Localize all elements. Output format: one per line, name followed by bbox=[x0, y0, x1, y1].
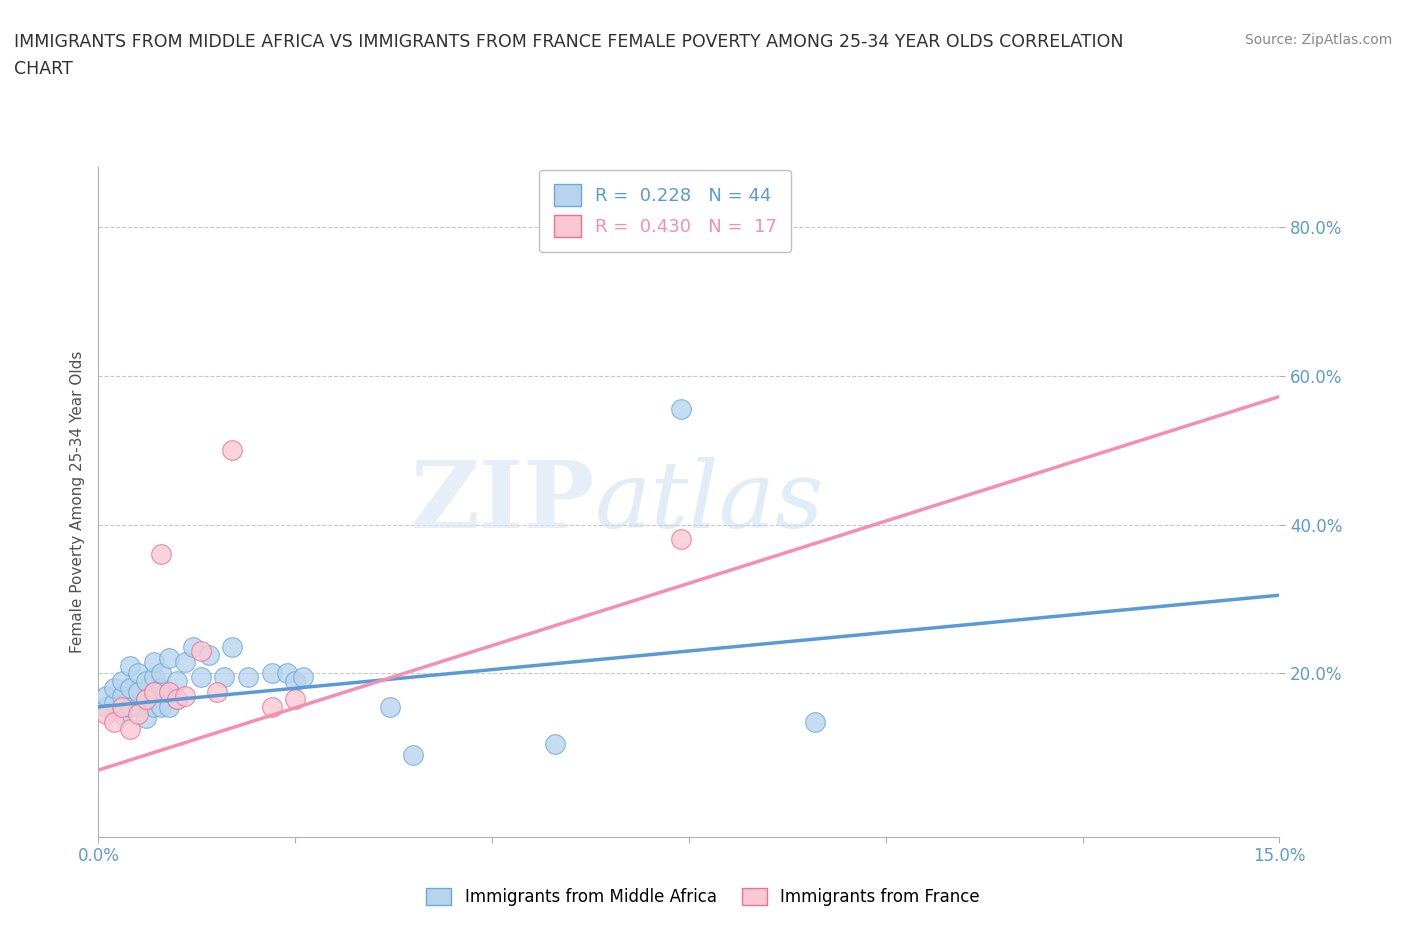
Point bbox=[205, 684, 228, 699]
Point bbox=[103, 696, 125, 711]
Point bbox=[142, 670, 165, 684]
Text: IMMIGRANTS FROM MIDDLE AFRICA VS IMMIGRANTS FROM FRANCE FEMALE POVERTY AMONG 25-: IMMIGRANTS FROM MIDDLE AFRICA VS IMMIGRA… bbox=[14, 33, 1123, 50]
Point bbox=[111, 707, 134, 722]
Point bbox=[118, 699, 141, 714]
Point bbox=[260, 666, 283, 681]
Point bbox=[157, 699, 180, 714]
Point bbox=[166, 673, 188, 688]
Point bbox=[111, 673, 134, 688]
Point bbox=[260, 699, 283, 714]
Text: atlas: atlas bbox=[595, 458, 824, 547]
Point bbox=[669, 402, 692, 417]
Point bbox=[221, 443, 243, 458]
Point bbox=[402, 748, 425, 763]
Point bbox=[118, 681, 141, 696]
Point bbox=[150, 547, 173, 562]
Point bbox=[378, 699, 401, 714]
Point bbox=[214, 670, 236, 684]
Point bbox=[111, 688, 134, 703]
Point bbox=[284, 673, 307, 688]
Point bbox=[142, 655, 165, 670]
Point bbox=[221, 640, 243, 655]
Point bbox=[142, 684, 165, 699]
Point bbox=[284, 692, 307, 707]
Point bbox=[118, 658, 141, 673]
Point bbox=[127, 707, 149, 722]
Point bbox=[127, 684, 149, 699]
Text: Source: ZipAtlas.com: Source: ZipAtlas.com bbox=[1244, 33, 1392, 46]
Point bbox=[135, 673, 157, 688]
Point bbox=[669, 532, 692, 547]
Legend: R =  0.228   N = 44, R =  0.430   N =  17: R = 0.228 N = 44, R = 0.430 N = 17 bbox=[538, 170, 792, 252]
Point bbox=[292, 670, 315, 684]
Legend: Immigrants from Middle Africa, Immigrants from France: Immigrants from Middle Africa, Immigrant… bbox=[419, 881, 987, 912]
Point bbox=[135, 711, 157, 725]
Text: ZIP: ZIP bbox=[411, 458, 595, 547]
Point bbox=[190, 644, 212, 658]
Point bbox=[150, 681, 173, 696]
Point bbox=[166, 692, 188, 707]
Point bbox=[150, 699, 173, 714]
Point bbox=[166, 692, 188, 707]
Point bbox=[96, 699, 118, 714]
Point bbox=[127, 699, 149, 714]
Point bbox=[190, 670, 212, 684]
Point bbox=[181, 640, 204, 655]
Point bbox=[157, 684, 180, 699]
Point bbox=[142, 699, 165, 714]
Y-axis label: Female Poverty Among 25-34 Year Olds: Female Poverty Among 25-34 Year Olds bbox=[69, 351, 84, 654]
Point bbox=[103, 681, 125, 696]
Point bbox=[174, 688, 197, 703]
Point bbox=[157, 651, 180, 666]
Point bbox=[544, 737, 567, 751]
Point bbox=[127, 666, 149, 681]
Point bbox=[118, 722, 141, 737]
Point bbox=[103, 714, 125, 729]
Point bbox=[96, 707, 118, 722]
Point bbox=[174, 655, 197, 670]
Point bbox=[142, 684, 165, 699]
Point bbox=[135, 692, 157, 707]
Point bbox=[197, 647, 219, 662]
Point bbox=[96, 688, 118, 703]
Text: CHART: CHART bbox=[14, 60, 73, 78]
Point bbox=[236, 670, 259, 684]
Point bbox=[111, 699, 134, 714]
Point bbox=[276, 666, 298, 681]
Point bbox=[157, 684, 180, 699]
Point bbox=[804, 714, 827, 729]
Point bbox=[135, 692, 157, 707]
Point bbox=[150, 666, 173, 681]
